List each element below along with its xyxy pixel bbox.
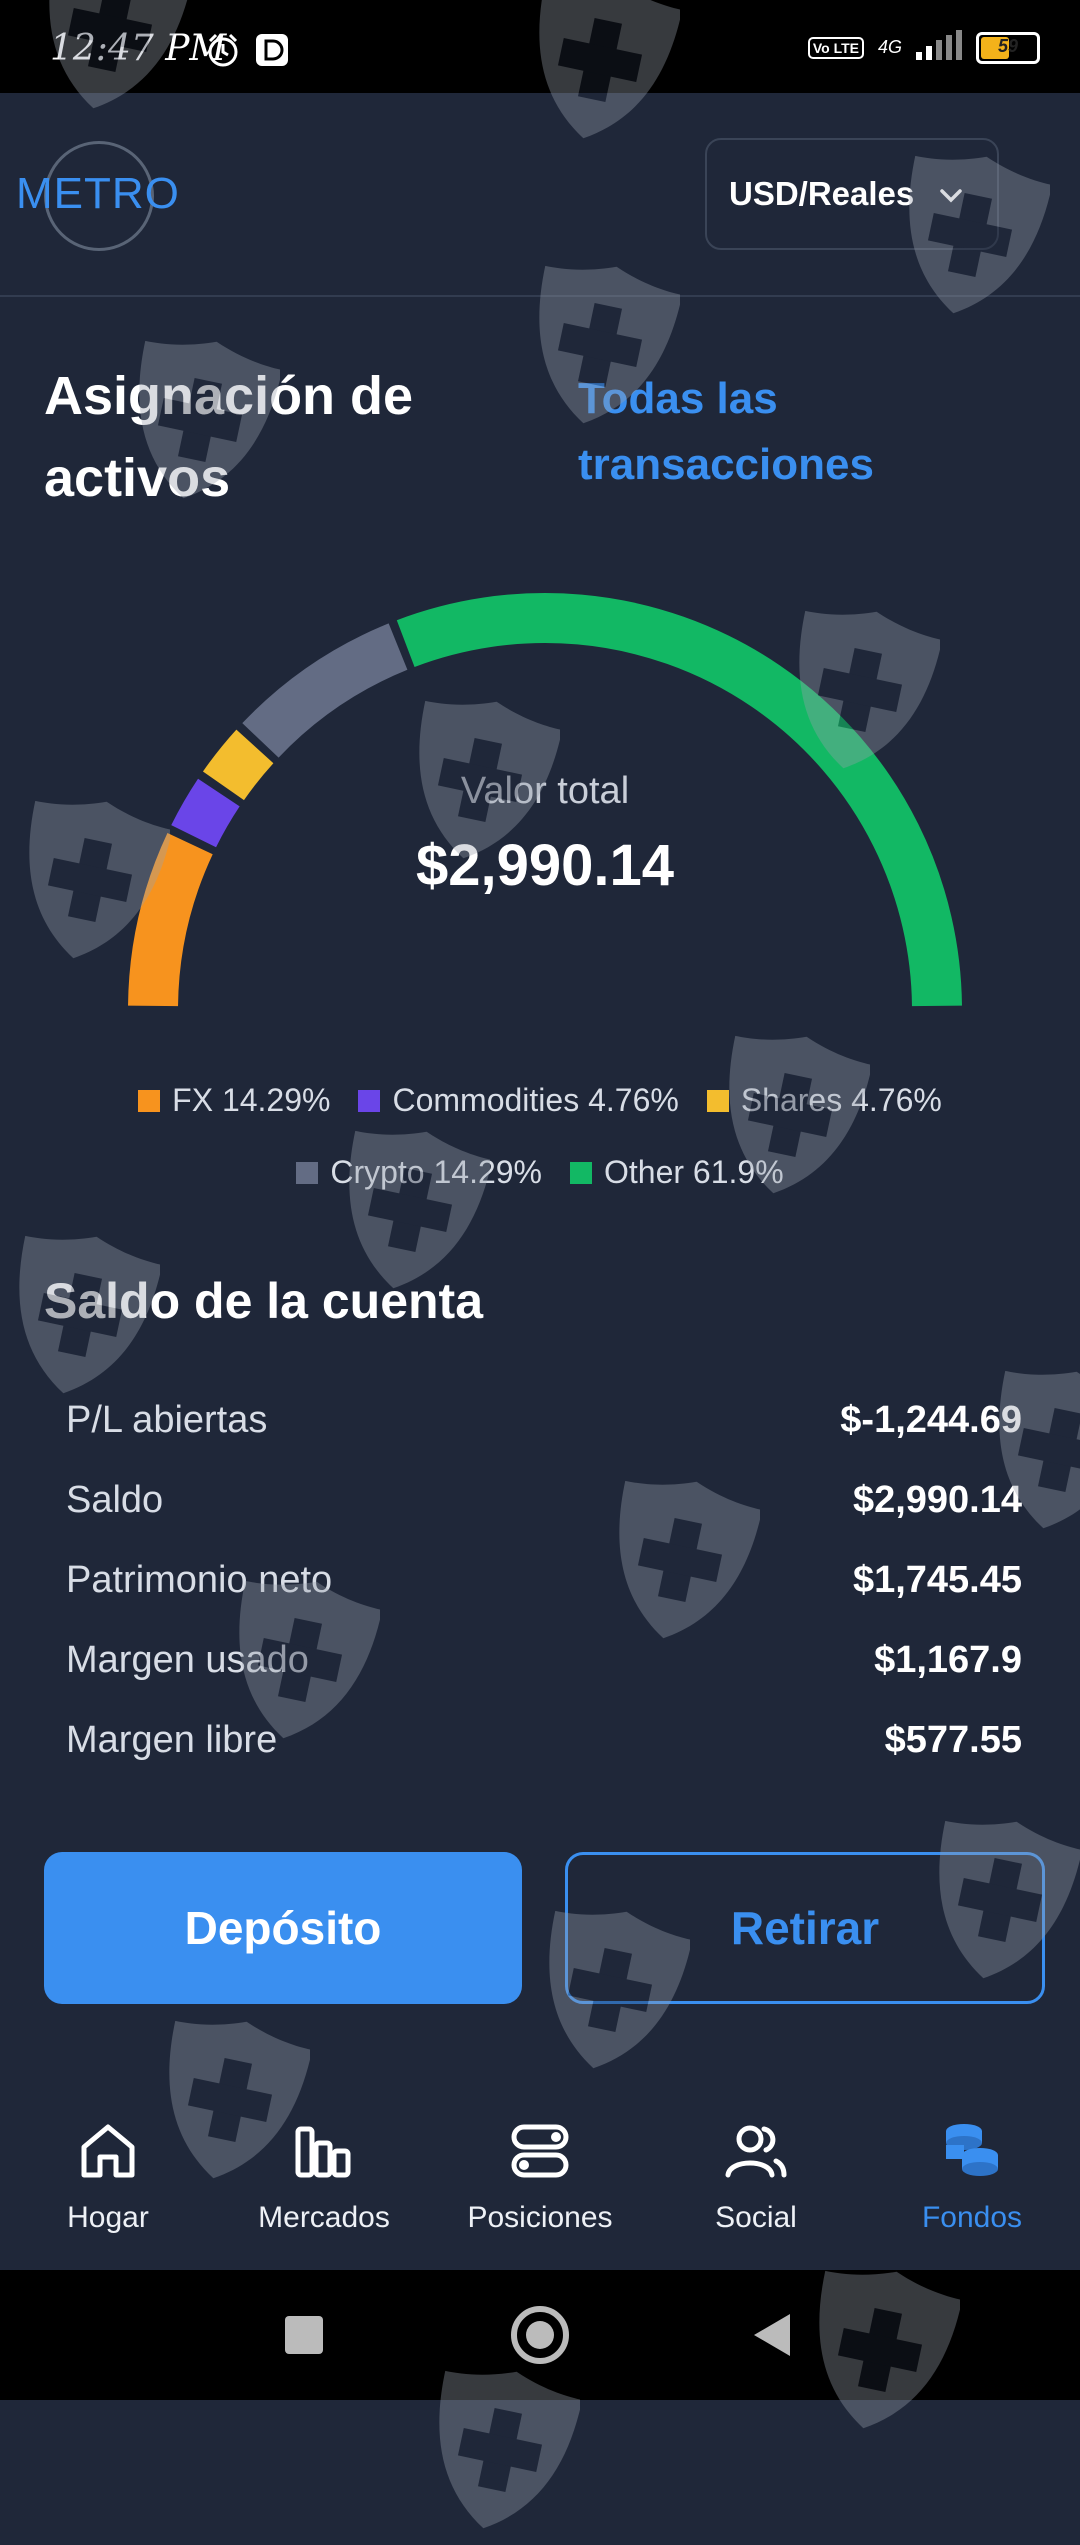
account-row-label: Saldo [66,1478,164,1521]
back-button[interactable] [754,2314,790,2356]
account-row-value: $1,167.9 [874,1638,1022,1681]
account-row-label: Patrimonio neto [66,1558,333,1601]
battery-level: 59 [997,35,1019,56]
nav-item-mercados[interactable]: Mercados [216,2075,432,2270]
legend-swatch-other [570,1161,592,1184]
battery-fill [981,36,1009,59]
gauge-segment-fx [128,832,213,1007]
legend-item-crypto: Crypto 14.29% [296,1154,542,1191]
currency-select[interactable]: USD/Reales [705,138,999,250]
account-row-used-margin: Margen usado $1,167.9 [66,1620,1022,1700]
funds-icon [946,2124,998,2176]
deposit-button[interactable]: Depósito [44,1852,522,2004]
markets-icon [295,2126,351,2178]
account-row-balance: Saldo $2,990.14 [66,1460,1022,1540]
legend-swatch-commodities [358,1089,381,1112]
app-header: METRO USD/Reales [0,93,1080,297]
legend-item-shares: Shares 4.76% [706,1082,942,1119]
account-row-value: $1,745.45 [852,1558,1022,1601]
bottom-nav: Hogar Mercados Posiciones Social Fondos [0,2075,1080,2270]
account-row-label: Margen usado [66,1638,309,1681]
legend-item-fx: FX 14.29% [138,1082,330,1119]
account-row-value: $-1,244.69 [840,1398,1022,1441]
gauge-segment-crypto [242,623,408,758]
alarm-icon [205,32,241,73]
legend-swatch-shares [706,1089,729,1112]
currency-select-value: USD/Reales [729,175,915,212]
volte-icon: Vo LTE [807,36,864,59]
gauge-segment-other [396,593,962,1007]
allocation-title: Asignación de activos [44,366,414,508]
account-row-open-pl: P/L abiertas $-1,244.69 [66,1380,1022,1460]
allocation-gauge [128,593,962,1007]
account-row-free-margin: Margen libre $577.55 [66,1700,1022,1780]
total-value-label: Valor total [460,770,630,812]
legend-name-shares: Shares [740,1082,843,1118]
legend-name-crypto: Crypto [330,1154,425,1190]
gauge-segment-commodities [171,778,240,848]
legend-value-fx: 14.29% [221,1082,331,1118]
account-balance-title: Saldo de la cuenta [44,1273,484,1329]
legend-value-crypto: 14.29% [433,1154,542,1190]
nav-label: Mercados [258,2201,390,2234]
system-nav-bar [0,2270,1080,2400]
all-transactions-link[interactable]: Todas las transacciones [578,374,874,489]
network-type: 4G [877,37,902,57]
legend-item-other: Other 61.9% [570,1154,784,1191]
account-row-label: Margen libre [66,1718,278,1761]
nav-label: Social [715,2201,797,2234]
logo-ring [44,141,154,251]
nav-item-social[interactable]: Social [648,2075,864,2270]
legend-item-commodities: Commodities 4.76% [358,1082,679,1119]
app-logo[interactable]: METRO [16,169,180,218]
chevron-down-icon [938,175,964,213]
legend-swatch-fx [138,1089,161,1112]
social-icon [725,2125,787,2178]
nav-label: Fondos [921,2201,1023,2234]
total-value: $2,990.14 [415,833,675,898]
account-row-value: $577.55 [884,1718,1022,1761]
account-row-value: $2,990.14 [852,1478,1022,1521]
nav-item-fondos[interactable]: Fondos [864,2075,1080,2270]
legend-value-other: 61.9% [692,1154,784,1190]
allocation-legend-row-1: FX 14.29% Commodities 4.76% Shares 4.76% [0,1082,1080,1119]
signal-icon [916,30,962,65]
app-notification-icon [254,32,290,73]
legend-value-commodities: 4.76% [588,1082,679,1118]
positions-icon [511,2124,569,2178]
home-icon [81,2124,135,2178]
home-button[interactable] [511,2306,569,2364]
account-row-equity: Patrimonio neto $1,745.45 [66,1540,1022,1620]
legend-swatch-crypto [296,1161,319,1184]
nav-item-posiciones[interactable]: Posiciones [432,2075,648,2270]
account-balance-list: P/L abiertas $-1,244.69 Saldo $2,990.14 … [66,1380,1022,1780]
status-time: 12:47 PM [50,28,227,69]
status-bar: 12:47 PM Vo LTE 4G 59 [0,0,1080,93]
recents-button[interactable] [285,2316,323,2354]
legend-name-fx: FX [172,1082,214,1118]
battery-icon: 59 [976,31,1040,64]
allocation-legend-row-2: Crypto 14.29% Other 61.9% [0,1154,1080,1191]
nav-label: Hogar [67,2201,149,2234]
withdraw-button[interactable]: Retirar [565,1852,1045,2004]
gauge-segment-shares [202,729,274,801]
legend-value-shares: 4.76% [851,1082,942,1118]
nav-item-hogar[interactable]: Hogar [0,2075,216,2270]
legend-name-commodities: Commodities [392,1082,580,1118]
account-row-label: P/L abiertas [66,1398,268,1441]
nav-label: Posiciones [467,2201,613,2234]
legend-name-other: Other [604,1154,685,1190]
